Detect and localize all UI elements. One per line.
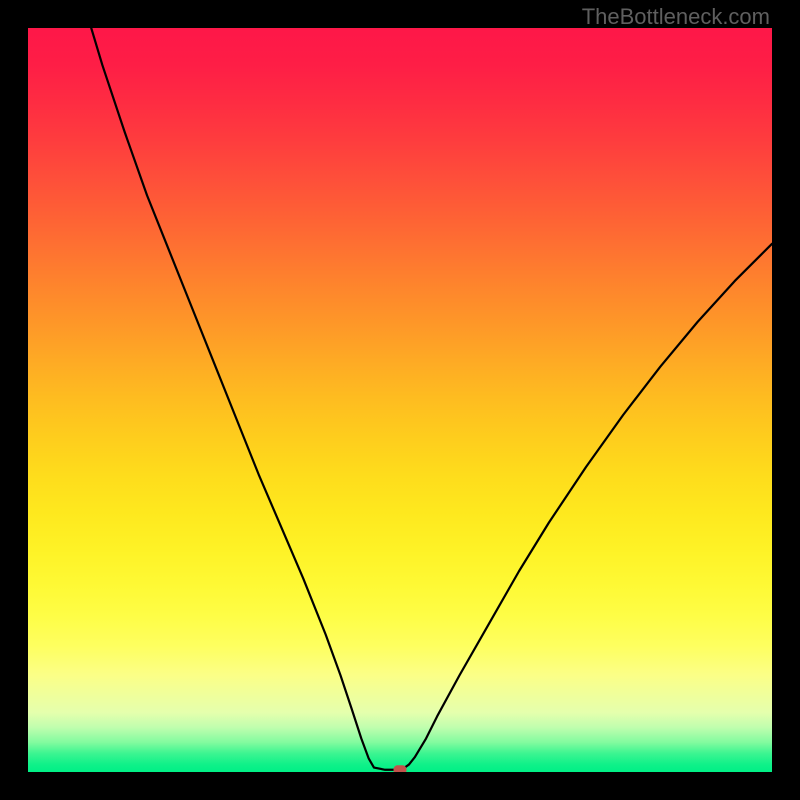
plot-svg xyxy=(28,28,772,772)
chart-frame: TheBottleneck.com xyxy=(0,0,800,800)
gradient-background xyxy=(28,28,772,772)
optimum-marker xyxy=(394,765,407,772)
plot-area xyxy=(28,28,772,772)
watermark-text: TheBottleneck.com xyxy=(582,4,770,30)
